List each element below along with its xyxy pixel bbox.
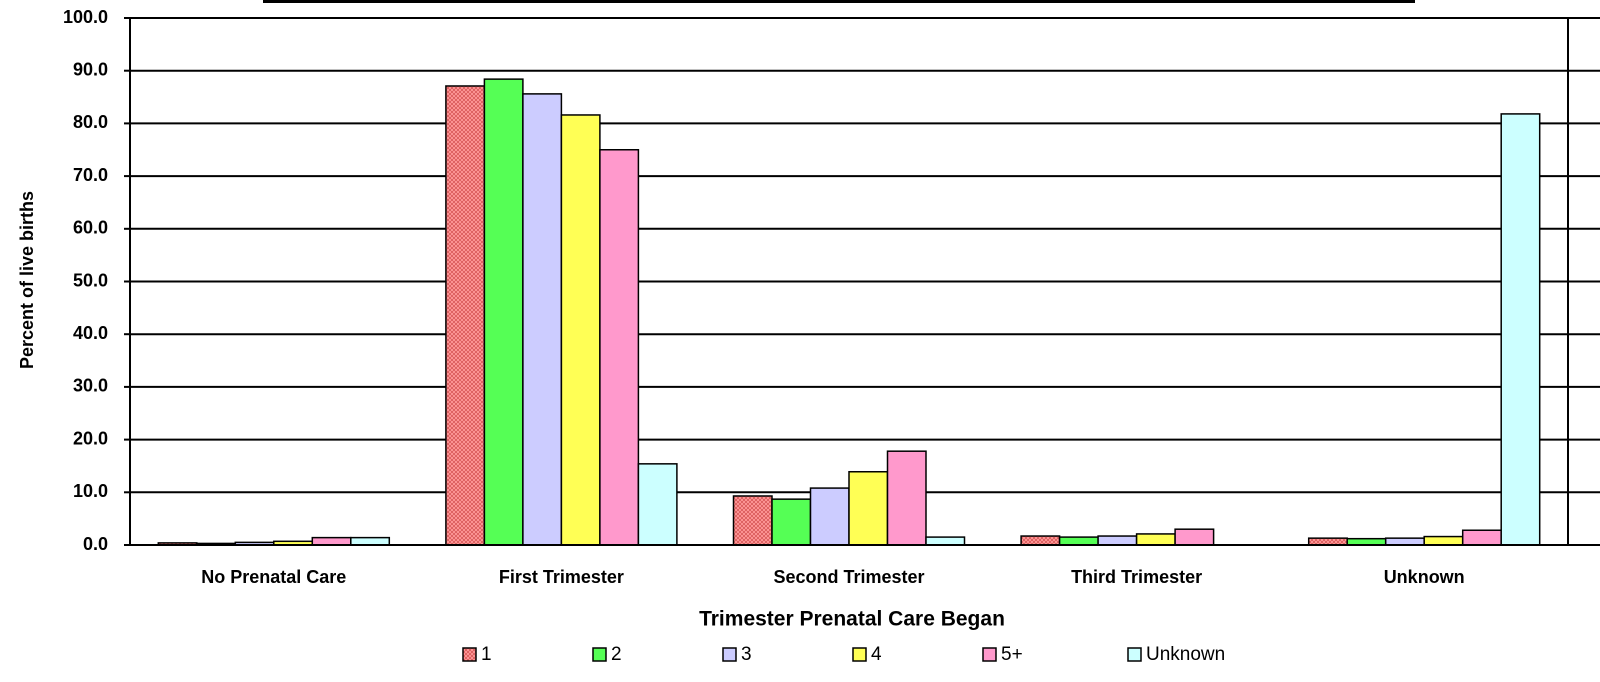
legend-label: Unknown <box>1146 644 1225 665</box>
y-tick-label: 80.0 <box>73 112 108 132</box>
bar <box>350 536 391 546</box>
y-tick-label: 30.0 <box>73 376 108 396</box>
bar <box>886 450 927 546</box>
bar <box>732 495 773 546</box>
bar <box>1461 529 1502 546</box>
x-tick-label: First Trimester <box>499 567 624 587</box>
y-tick-label: 20.0 <box>73 428 108 448</box>
legend-label: 4 <box>871 644 882 665</box>
y-tick-label: 0.0 <box>83 534 108 554</box>
legend-label: 2 <box>611 644 622 665</box>
legend-swatch <box>592 647 607 662</box>
legend-label: 5+ <box>1001 644 1023 665</box>
x-tick-label: Second Trimester <box>773 567 924 587</box>
y-tick-label: 70.0 <box>73 165 108 185</box>
y-tick-label: 60.0 <box>73 218 108 238</box>
y-tick-label: 50.0 <box>73 270 108 290</box>
bar <box>311 536 352 546</box>
y-tick-label: 10.0 <box>73 481 108 501</box>
bar <box>925 536 966 546</box>
bar <box>522 93 563 546</box>
bar <box>1384 537 1425 546</box>
legend-label: 1 <box>481 644 492 665</box>
x-axis-title: Trimester Prenatal Care Began <box>699 608 1005 631</box>
bar <box>1097 535 1138 546</box>
y-tick-label: 40.0 <box>73 323 108 343</box>
legend-swatch <box>982 647 997 662</box>
legend-label: 3 <box>741 644 752 665</box>
x-tick-label: Third Trimester <box>1071 567 1202 587</box>
bar <box>848 470 889 546</box>
bar <box>599 149 640 546</box>
bar <box>445 85 486 546</box>
bar <box>1135 533 1176 546</box>
bar <box>771 498 812 546</box>
bar <box>1423 535 1464 546</box>
y-tick-label: 100.0 <box>63 7 108 27</box>
bar <box>1058 536 1099 546</box>
legend-swatch <box>462 647 477 662</box>
legend-swatch <box>852 647 867 662</box>
bar <box>637 463 678 546</box>
bar <box>560 114 601 546</box>
y-axis-title: Percent of live births <box>17 191 37 369</box>
bar <box>1307 537 1348 546</box>
legend-swatch <box>722 647 737 662</box>
x-tick-label: Unknown <box>1384 567 1465 587</box>
y-tick-label: 90.0 <box>73 59 108 79</box>
bar <box>483 78 524 546</box>
bar <box>809 487 850 546</box>
legend-swatch <box>1127 647 1142 662</box>
x-tick-label: No Prenatal Care <box>201 567 346 587</box>
bar <box>1174 528 1215 546</box>
bar <box>1020 535 1061 546</box>
bar <box>1500 113 1541 546</box>
